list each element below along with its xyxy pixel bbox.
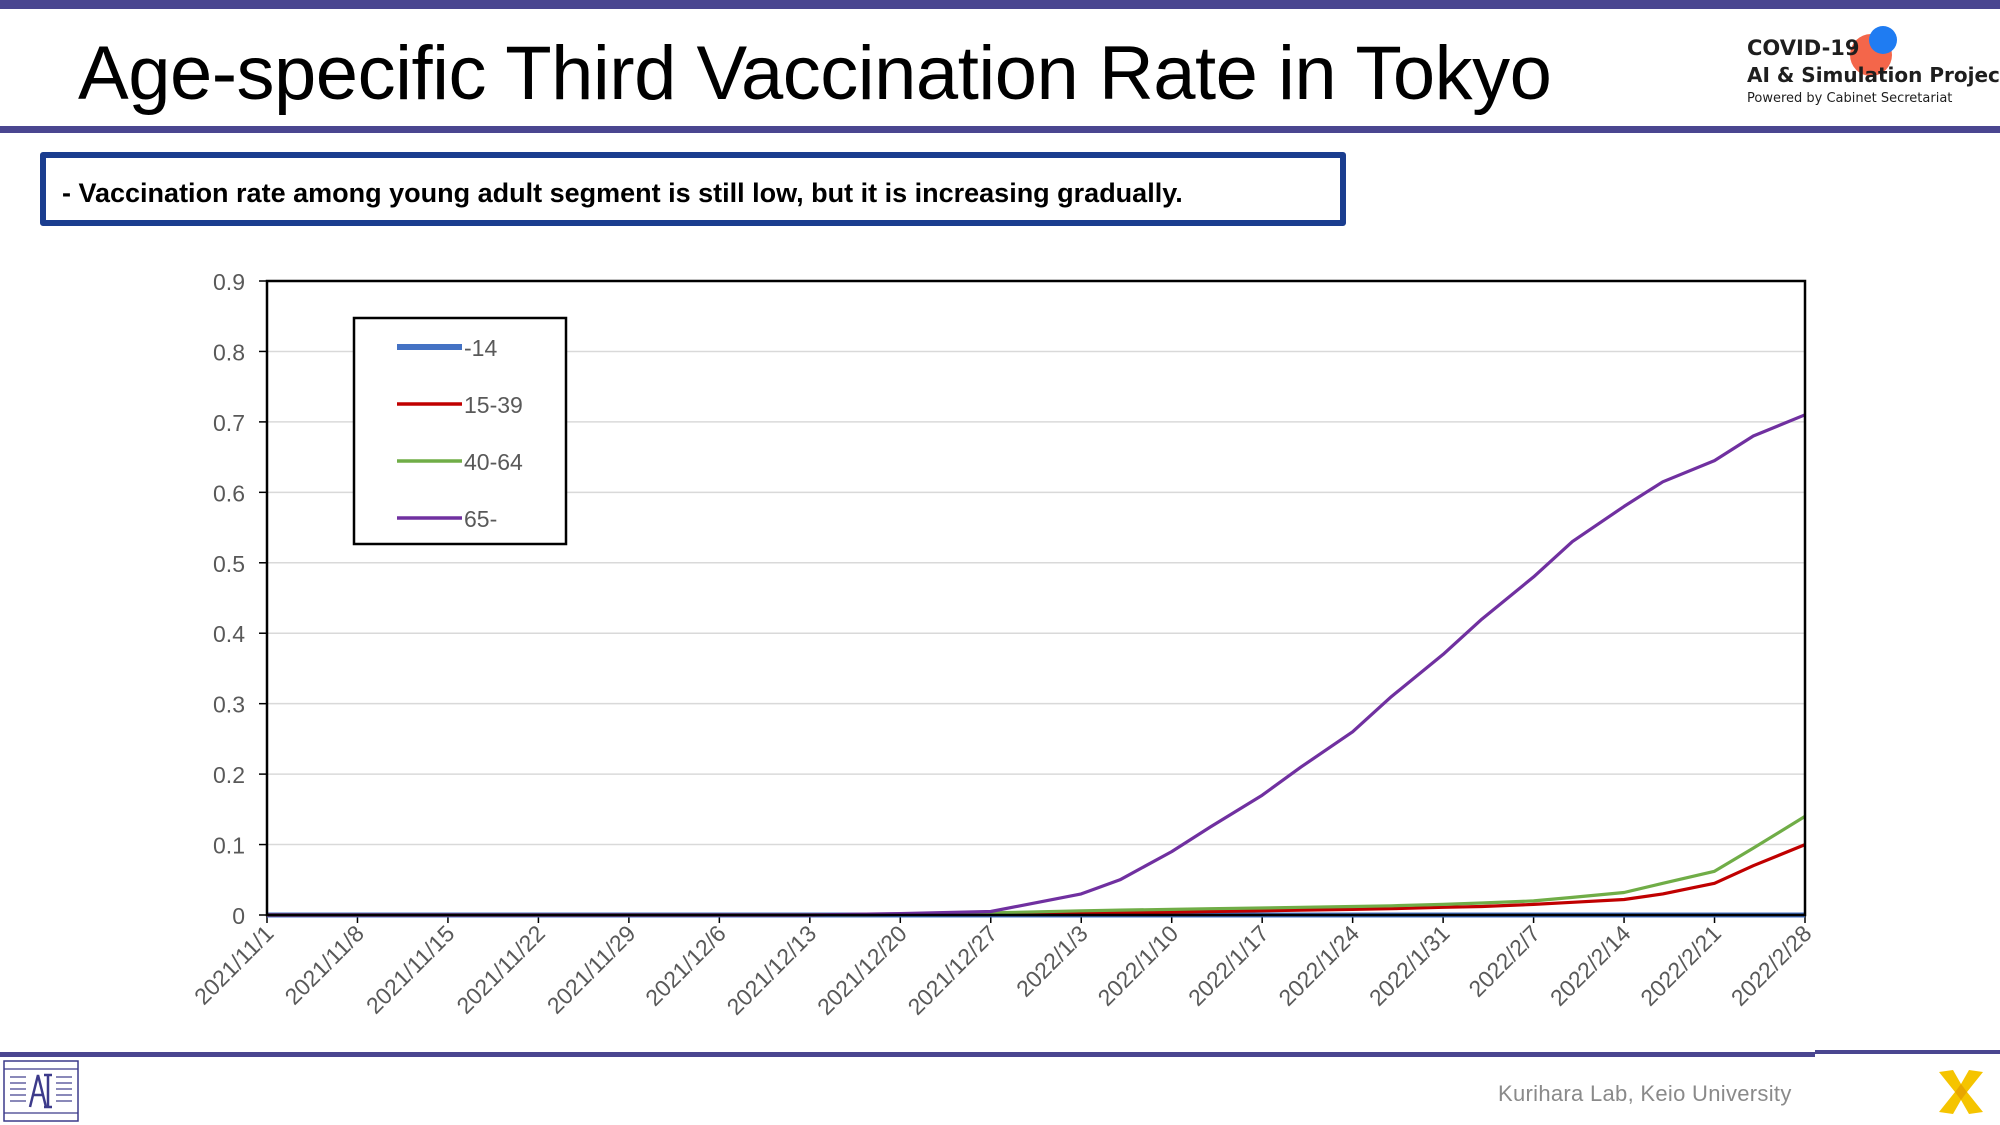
covid-project-logo: COVID-19 AI & Simulation Project Powered… (1745, 24, 2000, 114)
y-tick-label: 0.7 (213, 410, 245, 436)
logo-line-1: COVID-19 (1747, 36, 1860, 60)
callout-box: - Vaccination rate among young adult seg… (40, 152, 1346, 226)
lab-logo-icon (3, 1060, 79, 1122)
logo-blue-dot-icon (1869, 26, 1897, 54)
x-tick-label: 2021/12/6 (640, 920, 731, 1011)
y-tick-label: 0.4 (213, 621, 245, 647)
top-accent-bar (0, 0, 2000, 9)
legend-label: -14 (464, 335, 497, 361)
x-tick-label: 2022/1/17 (1183, 920, 1274, 1011)
x-tick-label: 2022/1/3 (1011, 920, 1093, 1002)
x-tick-label: 2021/11/22 (451, 920, 550, 1019)
x-tick-label: 2021/11/8 (279, 920, 369, 1010)
legend-label: 65- (464, 506, 497, 532)
legend-box (352, 316, 568, 546)
page-title: Age-specific Third Vaccination Rate in T… (78, 31, 1552, 116)
x-tick-label: 2022/1/10 (1092, 920, 1183, 1011)
footer-credit: Kurihara Lab, Keio University (1498, 1081, 1792, 1106)
bottom-divider (0, 1052, 1815, 1057)
y-tick-label: 0.5 (213, 551, 245, 577)
x-tick-label: 2022/1/31 (1364, 920, 1455, 1011)
x-tick-label: 2022/2/21 (1635, 920, 1726, 1011)
x-tick-label: 2021/11/29 (542, 920, 641, 1019)
y-tick-label: 0.8 (213, 339, 245, 365)
y-tick-label: 0.9 (213, 269, 245, 295)
y-tick-label: 0.2 (213, 762, 245, 788)
logo-line-3: Powered by Cabinet Secretariat (1747, 91, 1953, 106)
plot-frame (265, 279, 1807, 917)
bottom-divider-right (1815, 1050, 2000, 1054)
x-tick-label: 2022/2/7 (1463, 920, 1545, 1002)
legend-label: 15-39 (464, 392, 523, 418)
legend-label: 40-64 (464, 449, 523, 475)
x-tick-label: 2021/12/13 (722, 920, 822, 1020)
x-tick-label: 2022/2/14 (1545, 920, 1636, 1011)
y-tick-label: 0.6 (213, 480, 245, 506)
logo-line-2: AI & Simulation Project (1747, 63, 2000, 87)
y-tick-label: 0.3 (213, 692, 245, 718)
title-divider (0, 126, 2000, 133)
callout-text: - Vaccination rate among young adult seg… (62, 178, 1183, 208)
x-tick-label: 2022/2/28 (1726, 920, 1817, 1011)
x-tick-label: 2021/11/15 (361, 920, 460, 1019)
x-tick-label: 2021/12/27 (903, 920, 1003, 1020)
y-tick-label: 0.1 (213, 833, 245, 859)
x-tick-label: 2022/1/24 (1273, 920, 1364, 1011)
x-brand-icon (1939, 1070, 1983, 1114)
y-tick-label: 0 (232, 903, 245, 929)
x-tick-label: 2021/12/20 (812, 920, 912, 1020)
x-tick-label: 2021/11/1 (189, 920, 279, 1010)
